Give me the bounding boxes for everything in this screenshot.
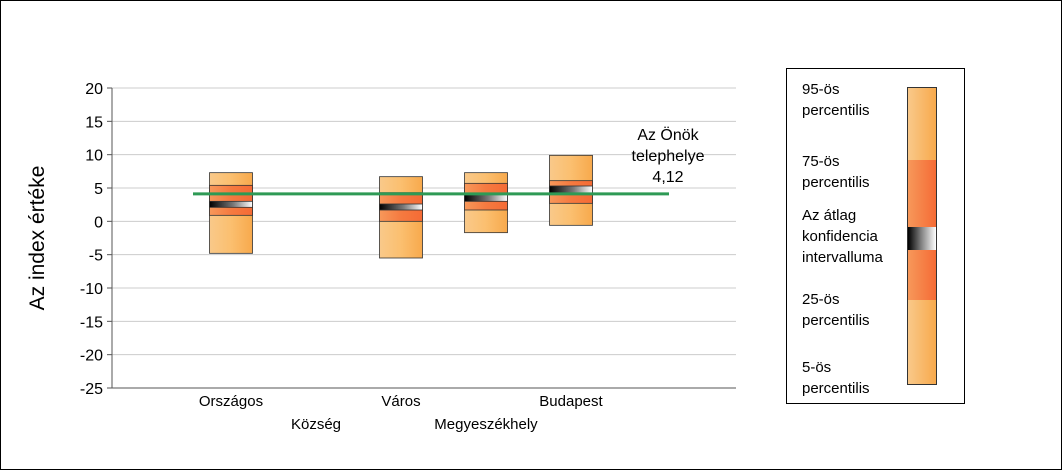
legend-seg-upper-mid (908, 160, 936, 227)
box-group (464, 172, 508, 234)
legend-text: 25-ös (802, 291, 840, 308)
x-category-label: Budapest (539, 393, 603, 410)
legend-color-bar (907, 87, 937, 385)
x-category-label: Város (381, 393, 420, 410)
legend-text: 75-ös (802, 153, 840, 170)
y-tick-label: 0 (94, 214, 103, 231)
legend-label-ci: Az átlag konfidencia intervalluma (802, 205, 883, 268)
y-tick-label: 5 (94, 181, 103, 198)
y-tick-label: -5 (89, 248, 103, 265)
legend-text: percentilis (802, 102, 870, 119)
legend-seg-ci (908, 227, 936, 250)
x-category-label: Országos (199, 393, 263, 410)
axis-layer (107, 87, 736, 389)
y-tick-label: 20 (85, 81, 103, 98)
legend-text: intervalluma (802, 249, 883, 266)
reference-label: 4,12 (652, 169, 683, 186)
y-tick-label: -20 (80, 348, 103, 365)
legend-box: 95-ös percentilis 75-ös percentilis Az á… (786, 68, 965, 404)
boxplot-chart: 20 15 10 5 0 -5 -10 -15 -20 -25 Az index értéke Ors… (26, 81, 736, 433)
label-layer: 20 15 10 5 0 -5 -10 -15 -20 -25 Az index értéke Ors… (26, 81, 705, 433)
y-axis-label: Az index értéke (26, 166, 49, 311)
legend-text: percentilis (802, 312, 870, 329)
legend-text: percentilis (802, 380, 870, 397)
reference-label: Az Önök (637, 126, 699, 144)
box-group (549, 154, 593, 226)
x-category-label: Község (291, 416, 341, 433)
box-confidence-interval (379, 203, 423, 211)
legend-label-p5: 5-ös percentilis (802, 357, 870, 399)
box-layer (209, 154, 593, 259)
y-tick-label: -10 (80, 281, 103, 298)
legend-seg-lower-mid (908, 250, 936, 300)
legend-label-p25: 25-ös percentilis (802, 289, 870, 331)
legend-seg-lower (908, 300, 936, 384)
legend-text: Az átlag (802, 207, 857, 224)
y-tick-label: 15 (85, 114, 103, 131)
box-interquartile-range (209, 184, 253, 216)
y-tick-label: -25 (80, 381, 103, 398)
legend-text: percentilis (802, 174, 870, 191)
legend-label-p75: 75-ös percentilis (802, 151, 870, 193)
legend-label-p95: 95-ös percentilis (802, 79, 870, 121)
legend-text: konfidencia (802, 228, 878, 245)
y-tick-label: 10 (85, 148, 103, 165)
x-category-label: Megyeszékhely (434, 416, 538, 433)
reference-label: telephelye (632, 148, 705, 165)
y-tick-label: -15 (80, 314, 103, 331)
box-group (379, 176, 423, 259)
box-confidence-interval (209, 200, 253, 208)
legend-seg-upper (908, 88, 936, 160)
legend-text: 95-ös (802, 81, 840, 98)
legend-text: 5-ös (802, 359, 832, 376)
box-group (209, 172, 253, 254)
